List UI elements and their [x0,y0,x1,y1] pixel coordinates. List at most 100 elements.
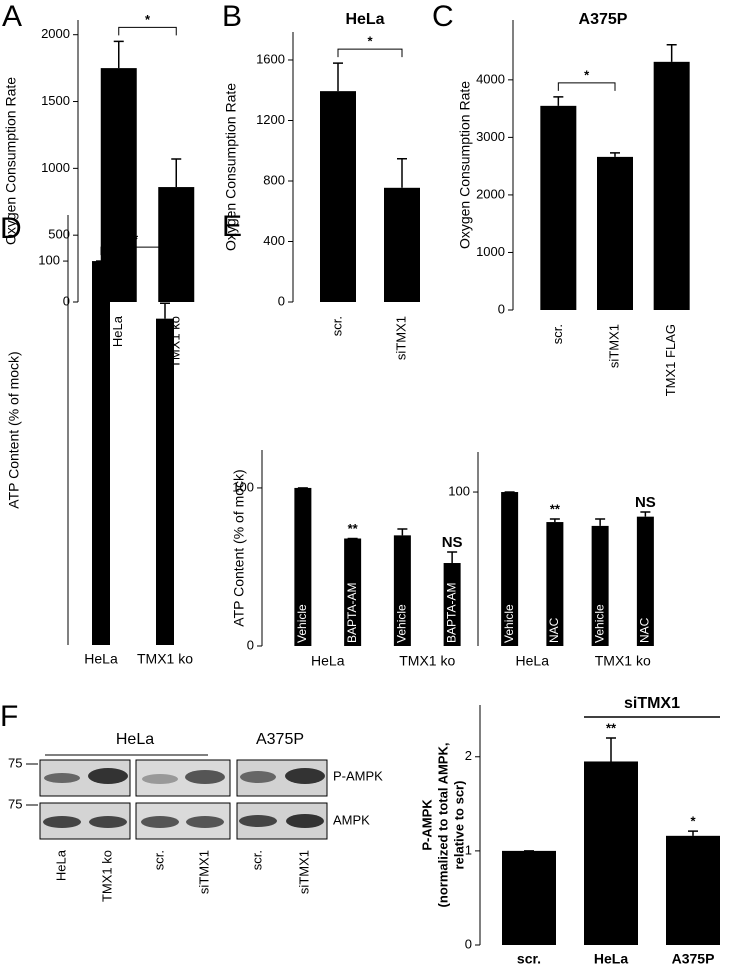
bar [158,187,195,302]
y-tick-label: 0 [247,637,254,652]
mw-marker: 75 [8,755,22,770]
significance-label: * [367,34,373,49]
blot-row-label: P-AMPK [333,768,383,783]
y-tick-label: 400 [263,233,285,248]
significance-label: NS [635,494,656,511]
group-label: siTMX1 [624,695,680,712]
y-tick-label: 0 [278,293,285,308]
y-axis-label: ATP Content (% of mock) [231,469,247,626]
x-tick-label: HeLa [110,315,125,347]
panel-letter: C [432,0,454,33]
significance-label: NS [442,534,463,551]
blot-band [240,771,276,783]
error-bar [606,737,616,762]
x-tick-label: siTMX1 [606,324,621,368]
significance-bracket [337,48,403,58]
y-tick-label: 0 [63,293,70,308]
y-tick-label: 1 [465,842,472,857]
bar [92,261,110,645]
y-axis-label: Oxygen Consumption Rate [223,83,239,251]
y-tick-label: 1200 [256,112,285,127]
bar [591,525,609,646]
x-tick-label: scr. [517,951,541,965]
bar [502,850,556,945]
significance-label: * [584,67,590,82]
blot-cell-line: A375P [256,731,304,748]
bar [546,522,564,646]
y-tick-label: 1000 [41,160,70,175]
bar [653,61,690,311]
lane-label: scr. [249,850,264,870]
y-tick-label: 4000 [476,71,505,86]
y-tick-label: 0 [498,301,505,316]
y-tick-label: 500 [48,227,70,242]
lane-label: siTMX1 [296,850,311,894]
error-bar [333,62,343,92]
significance-label: ** [128,232,139,247]
bar [443,563,461,646]
blot-band [43,816,81,828]
y-axis-label: P-AMPK [419,799,434,851]
bar [636,516,654,646]
blot-band [185,770,225,784]
x-tick-label: HeLa [594,951,628,965]
significance-label: * [145,12,151,27]
panel-letter: A [2,0,22,33]
significance-label: * [690,814,696,829]
bar [156,318,174,645]
x-tick-label: HeLa [84,651,118,667]
error-bar [553,96,564,106]
blot-cell-line: HeLa [116,731,154,748]
bar-label: NAC [547,617,561,643]
bar-label: BAPTA-AM [345,583,359,643]
blot-row-label: AMPK [333,812,370,827]
error-bar [160,302,170,319]
group-label: TMX1 ko [595,653,651,669]
y-tick-label: 2 [465,748,472,763]
error-bar [610,152,620,157]
bar [344,538,362,646]
blot-band [44,773,80,783]
bar [501,492,519,646]
chart-title: HeLa [345,11,384,28]
significance-label: ** [550,501,561,516]
y-tick-label: 2000 [41,26,70,41]
mw-marker: 75 [8,796,22,811]
blot-band [286,814,324,828]
x-tick-label: scr. [550,324,565,344]
error-bar [171,158,182,188]
y-axis-label: ATP Content (% of mock) [6,351,22,508]
lane-label: TMX1 ko [99,850,114,902]
error-bar [666,44,677,62]
blot-band [88,768,128,784]
chart-title: A375P [579,11,628,28]
bar-label: NAC [638,617,652,643]
bar-label: Vehicle [502,604,516,643]
bar-label: BAPTA-AM [444,583,458,643]
y-tick-label: 2000 [476,186,505,201]
panel-letter: D [0,212,22,245]
blot-band [141,816,179,828]
y-tick-label: 1500 [41,93,70,108]
panel-letter: B [222,0,242,33]
lane-label: scr. [151,850,166,870]
bar [320,91,356,303]
group-label: HeLa [311,653,345,669]
bar-label: Vehicle [295,604,309,643]
bar [540,105,577,310]
y-axis-label: Oxygen Consumption Rate [3,77,19,245]
group-label: HeLa [516,653,550,669]
bar-label: Vehicle [395,604,409,643]
error-bar [397,158,407,188]
error-bar [113,40,124,69]
y-tick-label: 0 [465,936,472,951]
y-tick-label: 1600 [256,51,285,66]
y-tick-label: 100 [232,479,254,494]
group-label: TMX1 ko [399,653,455,669]
y-tick-label: 800 [263,172,285,187]
y-tick-label: 100 [448,483,470,498]
significance-bracket [100,246,166,256]
y-axis-label: Oxygen Consumption Rate [457,81,473,249]
panel-letter: F [0,700,18,733]
